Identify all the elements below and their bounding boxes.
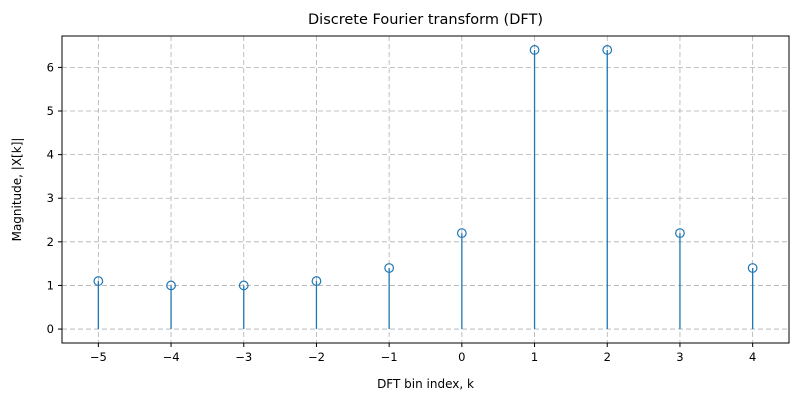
y-tick-label: 4 — [47, 148, 54, 162]
x-tick-label: −3 — [235, 350, 252, 364]
x-tick-label: −1 — [381, 350, 398, 364]
stem-series — [93, 45, 758, 330]
stem-marker — [166, 280, 176, 291]
x-tick-label: 1 — [531, 350, 538, 364]
stem-marker — [384, 263, 395, 273]
stem-marker — [456, 228, 467, 239]
x-tick-label: 3 — [676, 350, 683, 364]
y-tick-label: 2 — [47, 235, 54, 249]
x-axis-label: DFT bin index, k — [377, 377, 474, 391]
y-tick-label: 1 — [47, 278, 54, 292]
plot-frame — [61, 35, 790, 344]
y-tick-label: 5 — [47, 104, 54, 118]
stem-marker — [93, 276, 104, 286]
stem-marker — [238, 280, 249, 291]
stem-marker — [602, 45, 613, 55]
x-tick-label: −2 — [308, 350, 325, 364]
x-tick-label: 0 — [458, 350, 465, 364]
y-tick-label: 3 — [47, 191, 54, 205]
y-tick-label: 6 — [47, 60, 54, 74]
x-tick-label: 4 — [749, 350, 756, 364]
axis-ticks: −5 −4 −3 −2 −1 0 1 2 3 4 0 1 2 3 4 5 6 — [47, 60, 757, 364]
x-tick-label: 2 — [604, 350, 611, 364]
stem-marker — [747, 263, 758, 273]
stem-marker — [675, 228, 685, 239]
x-tick-label: −4 — [163, 350, 180, 364]
y-tick-label: 0 — [47, 322, 54, 336]
chart-title: Discrete Fourier transform (DFT) — [308, 12, 543, 28]
stem-marker — [311, 276, 322, 286]
y-axis-label: Magnitude, |X[k]| — [10, 138, 24, 242]
x-tick-label: −5 — [90, 350, 107, 364]
stem-marker — [529, 45, 540, 55]
